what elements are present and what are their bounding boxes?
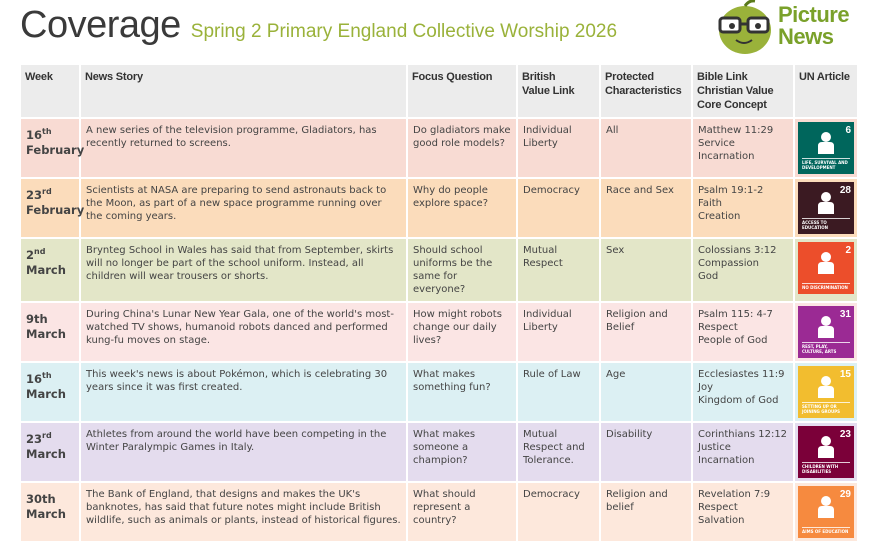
table-row: 16th March This week's news is about Poké…: [21, 363, 857, 421]
two-children-icon: [818, 252, 834, 274]
focus-question-cell: Do gladiators make good role models?: [408, 119, 516, 177]
un-article-cell: 29 AIMS OF EDUCATION: [795, 483, 857, 541]
week-cell: 23rd February: [21, 179, 84, 237]
british-value-cell: Individual Liberty: [518, 303, 599, 361]
un-article-badge: 6 LIFE, SURVIVAL AND DEVELOPMENT: [798, 122, 854, 174]
british-value-cell: Rule of Law: [518, 363, 599, 421]
header-news-story: News Story: [81, 65, 406, 117]
wheelchair-icon: [818, 436, 834, 458]
bible-link-cell: Matthew 11:29 Service Incarnation: [693, 119, 793, 177]
page-subtitle: Spring 2 Primary England Collective Wors…: [190, 21, 618, 42]
focus-question-cell: What makes something fun?: [408, 363, 516, 421]
table-row: 16th February A new series of the televis…: [21, 119, 857, 177]
page-title: Coverage: [20, 4, 181, 46]
table-header-row: Week News Story Focus Question British Va…: [21, 65, 857, 117]
news-story-cell: Scientists at NASA are preparing to send…: [81, 179, 406, 237]
header-un-article: UN Article: [795, 65, 857, 117]
bible-link-cell: Revelation 7:9 Respect Salvation: [693, 483, 793, 541]
header-bible-link: Bible Link Christian Value Core Concept: [693, 65, 793, 117]
page-heading: Coverage Spring 2 Primary England Collec…: [20, 4, 617, 47]
child-books-icon: [818, 192, 834, 214]
british-value-cell: Individual Liberty: [518, 119, 599, 177]
protected-characteristics-cell: Age: [601, 363, 691, 421]
un-article-badge: 28 ACCESS TO EDUCATION: [798, 182, 854, 234]
un-article-badge: 15 SETTING UP OR JOINING GROUPS: [798, 366, 854, 418]
protected-characteristics-cell: Religion and Belief: [601, 303, 691, 361]
un-article-cell: 23 CHILDREN WITH DISABILITIES: [795, 423, 857, 481]
focus-question-cell: How might robots change our daily lives?: [408, 303, 516, 361]
bible-link-cell: Ecclesiastes 11:9 Joy Kingdom of God: [693, 363, 793, 421]
week-cell: 16th February: [21, 119, 84, 177]
british-value-cell: Democracy: [518, 179, 599, 237]
british-value-cell: Mutual Respect: [518, 239, 599, 301]
week-cell: 2nd March: [21, 239, 79, 301]
news-story-cell: During China's Lunar New Year Gala, one …: [81, 303, 406, 361]
british-value-cell: Mutual Respect and Tolerance.: [518, 423, 599, 481]
focus-question-cell: Should school uniforms be the same for e…: [408, 239, 516, 301]
bible-link-cell: Colossians 3:12 Compassion God: [693, 239, 793, 301]
apple-mascot-icon: [718, 0, 771, 54]
header-protected-characteristics: Protected Characteristics: [601, 65, 691, 117]
protected-characteristics-cell: Sex: [601, 239, 691, 301]
table-row: 23rd March Athletes from around the world…: [21, 423, 857, 481]
bible-link-cell: Psalm 115: 4-7 Respect People of God: [693, 303, 793, 361]
table-row: 23rd February Scientists at NASA are prep…: [21, 179, 857, 237]
un-article-cell: 15 SETTING UP OR JOINING GROUPS: [795, 363, 857, 421]
picture-news-logo: Picture News: [712, 0, 862, 55]
protected-characteristics-cell: Religion and belief: [601, 483, 691, 541]
focus-question-cell: What makes someone a champion?: [408, 423, 516, 481]
focus-question-cell: Why do people explore space?: [408, 179, 516, 237]
un-article-badge: 2 NO DISCRIMINATION: [798, 242, 854, 294]
thinking-child-icon: [818, 496, 834, 518]
news-story-cell: Brynteg School in Wales has said that fr…: [81, 239, 406, 301]
un-article-cell: 6 LIFE, SURVIVAL AND DEVELOPMENT: [795, 119, 857, 177]
header-british-value: British Value Link: [518, 65, 599, 117]
group-sign-icon: [818, 376, 834, 398]
table-row: 9th March During China's Lunar New Year G…: [21, 303, 857, 361]
news-story-cell: Athletes from around the world have been…: [81, 423, 406, 481]
bible-link-cell: Psalm 19:1-2 Faith Creation: [693, 179, 793, 237]
british-value-cell: Democracy: [518, 483, 599, 541]
protected-characteristics-cell: Disability: [601, 423, 691, 481]
play-music-icon: [818, 316, 834, 338]
bible-link-cell: Corinthians 12:12 Justice Incarnation: [693, 423, 793, 481]
protected-characteristics-cell: Race and Sex: [601, 179, 691, 237]
header-focus-question: Focus Question: [408, 65, 516, 117]
header-week: Week: [21, 65, 79, 117]
un-article-cell: 31 REST, PLAY, CULTURE, ARTS: [795, 303, 857, 361]
news-story-cell: This week's news is about Pokémon, which…: [81, 363, 406, 421]
news-story-cell: A new series of the television programme…: [81, 119, 406, 177]
week-cell: 16th March: [21, 363, 79, 421]
logo-text: Picture News: [778, 2, 850, 49]
protected-characteristics-cell: All: [601, 119, 691, 177]
un-article-badge: 29 AIMS OF EDUCATION: [798, 486, 854, 538]
focus-question-cell: What should represent a country?: [408, 483, 516, 541]
un-article-cell: 28 ACCESS TO EDUCATION: [795, 179, 857, 237]
un-article-badge: 23 CHILDREN WITH DISABILITIES: [798, 426, 854, 478]
coverage-table: Week News Story Focus Question British Va…: [19, 63, 859, 543]
table-row: 2nd March Brynteg School in Wales has sai…: [21, 239, 857, 301]
week-cell: 30th March: [21, 483, 79, 541]
un-article-cell: 2 NO DISCRIMINATION: [795, 239, 857, 301]
week-cell: 9th March: [21, 303, 79, 361]
un-article-badge: 31 REST, PLAY, CULTURE, ARTS: [798, 306, 854, 358]
heart-child-icon: [818, 132, 834, 154]
table-row: 30th March The Bank of England, that desi…: [21, 483, 857, 541]
news-story-cell: The Bank of England, that designs and ma…: [81, 483, 406, 541]
week-cell: 23rd March: [21, 423, 79, 481]
